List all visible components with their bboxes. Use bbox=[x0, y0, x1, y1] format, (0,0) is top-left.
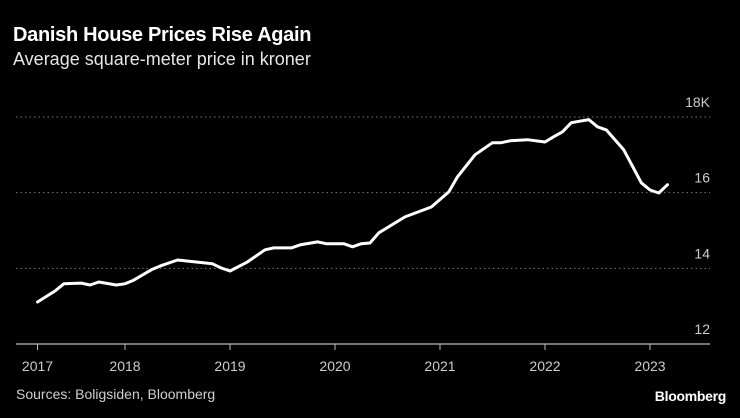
chart-subtitle: Average square-meter price in kroner bbox=[13, 49, 311, 69]
x-tick-label: 2022 bbox=[529, 358, 560, 374]
x-tick-label: 2020 bbox=[319, 358, 350, 374]
source-note: Sources: Boligsiden, Bloomberg bbox=[16, 386, 216, 402]
y-tick-label: 12 bbox=[694, 321, 710, 337]
x-tick-label: 2018 bbox=[109, 358, 140, 374]
y-tick-label: 18K bbox=[685, 94, 711, 110]
price-line bbox=[36, 118, 669, 304]
x-tick-label: 2023 bbox=[634, 358, 665, 374]
x-tick-label: 2017 bbox=[22, 358, 53, 374]
bloomberg-logo: Bloomberg bbox=[654, 388, 727, 404]
x-tick-label: 2019 bbox=[214, 358, 245, 374]
chart-title: Danish House Prices Rise Again bbox=[13, 24, 312, 46]
y-tick-label: 14 bbox=[694, 245, 710, 261]
y-tick-label: 16 bbox=[694, 170, 710, 186]
x-tick-label: 2021 bbox=[424, 358, 455, 374]
